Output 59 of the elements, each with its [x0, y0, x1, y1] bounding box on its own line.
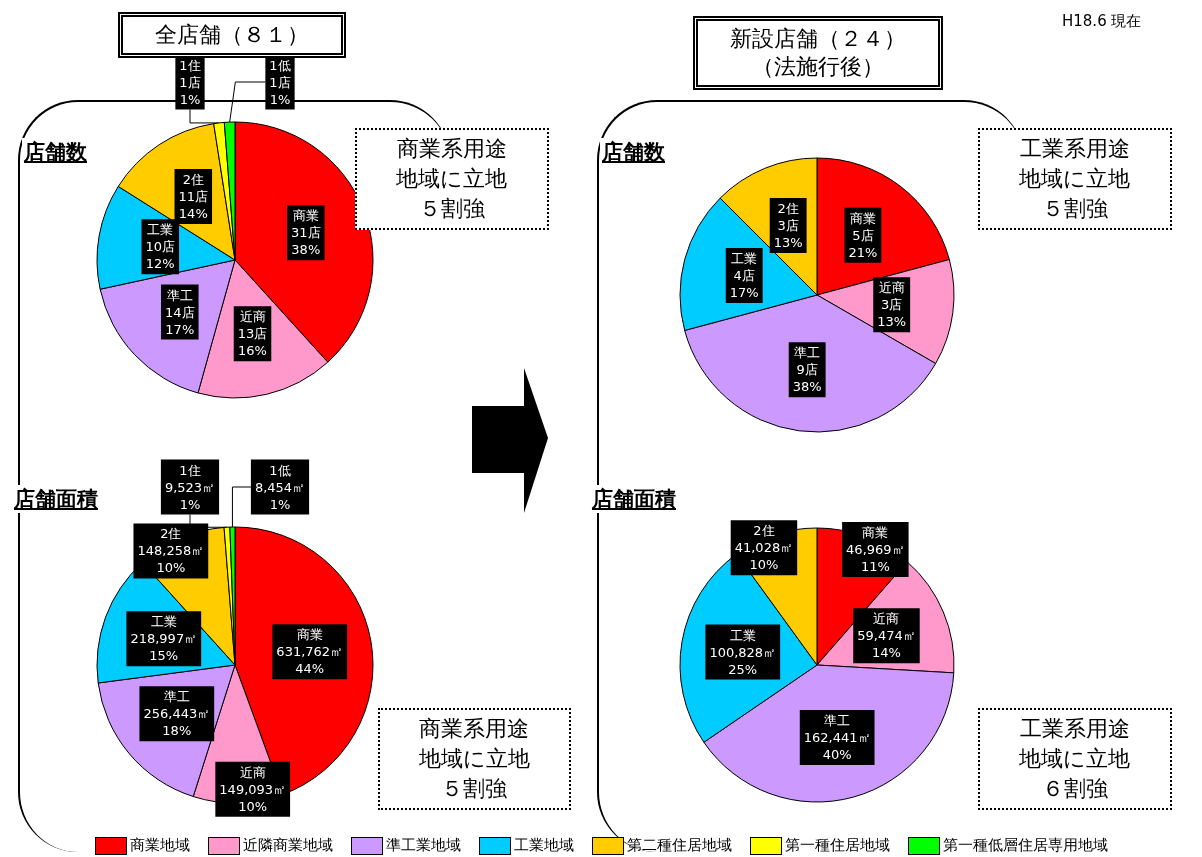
slice-label: 近商 — [878, 280, 905, 296]
slice-label: 2住 — [777, 200, 799, 216]
data-label: 8,454㎡ 1% — [254, 479, 306, 512]
data-label: 近商 13店 16% — [237, 309, 268, 359]
text: 店舗数 — [22, 138, 89, 166]
slice-label: 準工 — [163, 689, 190, 705]
chart-title: 全店舗（８１） — [154, 21, 310, 49]
slice-label: 工業 — [731, 251, 758, 266]
slice-label: 工業 — [729, 627, 756, 643]
text: 店舗面積 — [12, 485, 100, 513]
data-label: 4店 17% — [729, 268, 759, 300]
data-label: 41,028㎡ 10% — [734, 540, 794, 573]
legend-label: 第二種住居地域 — [625, 836, 732, 855]
data-label: 2住 11店 14% — [178, 172, 209, 222]
chart-title: 新設店舗（２４）（法施行後） — [729, 25, 907, 81]
data-label: 631,762㎡ 44% — [276, 644, 344, 677]
data-label: 1低 1店 1% — [269, 57, 291, 107]
data-label: 1住 1店 1% — [179, 57, 201, 107]
data-label: 148,258㎡ 10% — [137, 543, 205, 576]
data-label: 準工 14店 17% — [165, 287, 195, 337]
legend-label: 第一種低層住居専用地域 — [941, 836, 1108, 855]
slice-label: 商業 — [296, 627, 323, 643]
slice-label: 商業 — [862, 525, 889, 541]
data-label: 3店 13% — [877, 297, 907, 330]
chart-subtitle: 店舗面積 — [590, 485, 678, 513]
slice-label: 近商 — [239, 764, 266, 780]
data-label: 工業 10店 12% — [145, 222, 176, 272]
data-label: 46,969㎡ 11% — [846, 542, 905, 575]
legend-label: 工業地域 — [512, 836, 574, 855]
data-label: 3店 13% — [773, 217, 803, 250]
slice-label: 工業 — [150, 614, 177, 630]
legend-label: 商業地域 — [128, 836, 190, 855]
data-label: 5店 21% — [848, 227, 878, 260]
text: 工業系用途地域に立地５割強 — [1018, 135, 1132, 223]
text: 商業系用途地域に立地５割強 — [418, 715, 531, 803]
text: 工業系用途地域に立地６割強 — [1018, 715, 1132, 803]
data-label: 商業 31店 38% — [291, 208, 321, 258]
slice-label: 1低 — [269, 462, 291, 478]
data-label: 9店 38% — [792, 362, 822, 395]
data-label: 9,523㎡ 1% — [164, 479, 216, 512]
slice-label: 準工 — [824, 713, 851, 729]
slice-label: 1住 — [179, 462, 201, 478]
legend-label: 第一種住居地域 — [783, 836, 890, 855]
slice-label: 商業 — [849, 210, 876, 226]
legend-label: 準工業地域 — [384, 836, 461, 855]
data-label: 256,443㎡ 18% — [143, 706, 211, 739]
data-label: 100,828㎡ 25% — [709, 644, 777, 677]
data-label: 218,997㎡ 15% — [130, 631, 198, 664]
data-label: 162,441㎡ 40% — [803, 730, 871, 763]
chart-subtitle: 店舗数 — [600, 138, 667, 166]
slice-label: 2住 — [160, 526, 182, 542]
slice-label: 2住 — [753, 523, 775, 539]
text: 商業系用途地域に立地５割強 — [395, 135, 509, 223]
slice-label: 近商 — [873, 611, 900, 627]
slice-label: 準工 — [794, 345, 821, 361]
data-label: 149,093㎡ 10% — [219, 781, 287, 814]
legend-label: 近隣商業地域 — [241, 836, 333, 855]
text: H18.6 現在 — [1062, 12, 1142, 31]
data-label: 59,474㎡ 14% — [857, 628, 916, 661]
